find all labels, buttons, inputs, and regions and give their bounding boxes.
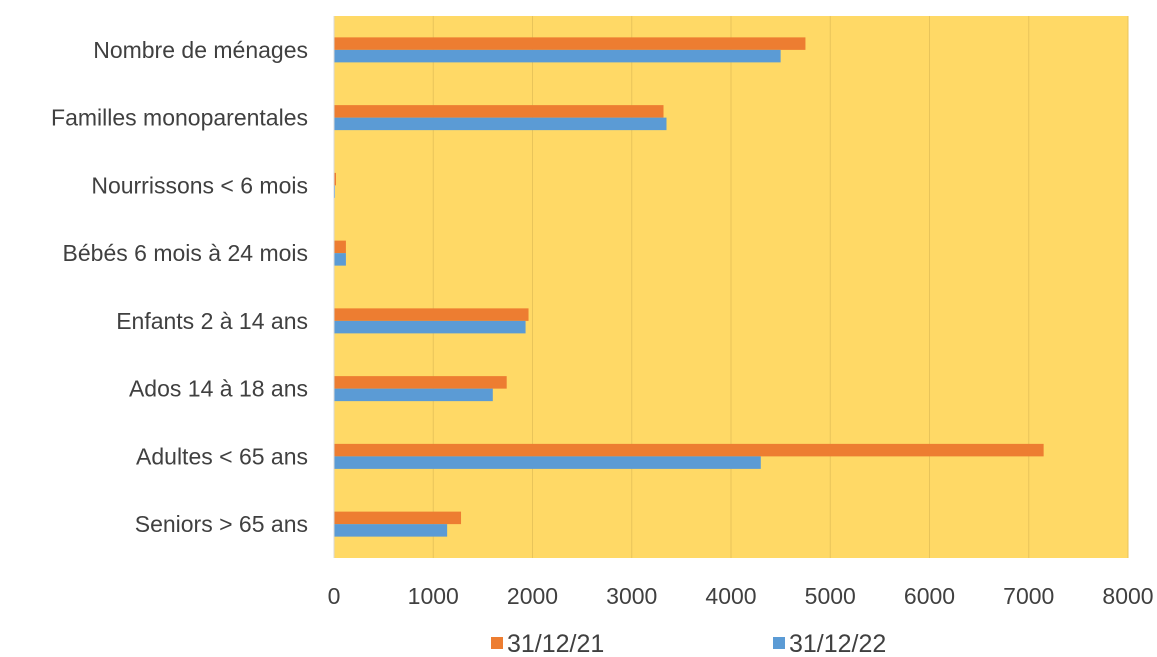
category-label: Nourrissons < 6 mois bbox=[91, 172, 308, 198]
legend-label-1: 31/12/21 bbox=[507, 630, 604, 657]
x-tick-label: 5000 bbox=[805, 583, 856, 609]
category-label: Bébés 6 mois à 24 mois bbox=[63, 240, 308, 266]
x-tick-label: 0 bbox=[328, 583, 341, 609]
bar-series2-0 bbox=[334, 49, 781, 63]
category-label: Nombre de ménages bbox=[93, 37, 308, 63]
legend-label-2: 31/12/22 bbox=[789, 630, 886, 657]
category-label: Adultes < 65 ans bbox=[136, 443, 308, 469]
category-label: Enfants 2 à 14 ans bbox=[116, 308, 308, 334]
category-label: Ados 14 à 18 ans bbox=[129, 376, 308, 402]
bar-series1-5 bbox=[334, 376, 507, 389]
legend: 31/12/21 31/12/22 bbox=[491, 630, 886, 657]
x-tick-label: 1000 bbox=[408, 583, 459, 609]
bar-series1-2 bbox=[334, 172, 336, 186]
bars bbox=[334, 37, 1044, 537]
legend-swatch-1 bbox=[491, 637, 503, 649]
x-tick-label: 2000 bbox=[507, 583, 558, 609]
bar-series1-4 bbox=[334, 308, 529, 321]
bar-series1-7 bbox=[334, 511, 462, 525]
bar-series2-3 bbox=[334, 253, 346, 266]
category-labels: Nombre de ménages Familles monoparentales… bbox=[51, 37, 308, 537]
category-label: Familles monoparentales bbox=[51, 105, 308, 131]
bar-series2-1 bbox=[334, 117, 667, 131]
category-label: Seniors > 65 ans bbox=[135, 511, 308, 537]
legend-swatch-2 bbox=[773, 637, 785, 649]
x-tick-labels: 0 1000 2000 3000 4000 5000 6000 7000 8000 bbox=[328, 583, 1154, 609]
bar-series1-3 bbox=[334, 240, 346, 254]
x-tick-label: 7000 bbox=[1003, 583, 1054, 609]
bar-series2-7 bbox=[334, 524, 448, 537]
x-tick-label: 6000 bbox=[904, 583, 955, 609]
x-tick-label: 4000 bbox=[705, 583, 756, 609]
bar-series1-1 bbox=[334, 105, 664, 118]
x-tick-label: 3000 bbox=[606, 583, 657, 609]
bar-series1-6 bbox=[334, 443, 1044, 457]
bar-series2-6 bbox=[334, 456, 761, 469]
bar-series1-0 bbox=[334, 37, 806, 50]
bar-series2-5 bbox=[334, 388, 493, 402]
bar-series2-4 bbox=[334, 320, 526, 334]
x-tick-label: 8000 bbox=[1102, 583, 1153, 609]
